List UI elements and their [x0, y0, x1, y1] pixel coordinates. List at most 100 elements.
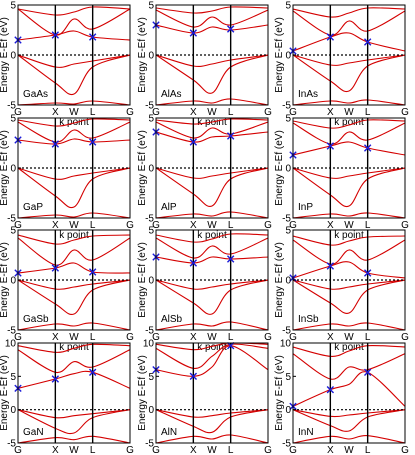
- band-line-4: [18, 30, 130, 41]
- band-line-5: [293, 239, 405, 265]
- material-label: AlN: [161, 427, 177, 438]
- band-line-3: [156, 279, 268, 290]
- x-tick-label: X: [52, 107, 59, 118]
- x-tick-label: W: [207, 332, 217, 343]
- band-line-3: [18, 279, 130, 290]
- band-edge-marker: [88, 268, 97, 276]
- band-line-6: [156, 233, 268, 243]
- band-line-1: [18, 435, 130, 443]
- x-tick-label: G: [126, 220, 134, 231]
- bands: [293, 7, 405, 105]
- band-line-6: [18, 234, 130, 245]
- x-tick-label: G: [289, 107, 297, 118]
- material-label: InN: [298, 427, 314, 438]
- band-line-2: [293, 409, 405, 432]
- band-line-6: [293, 235, 405, 246]
- band-line-3: [293, 54, 405, 66]
- band-edge-marker: [51, 31, 60, 39]
- band-line-6: [293, 7, 405, 18]
- y-tick-label: 5: [10, 226, 16, 237]
- y-tick-label: -5: [145, 439, 154, 450]
- bands: [293, 344, 405, 443]
- band-line-1: [18, 212, 130, 218]
- band-line-4: [156, 256, 268, 264]
- x-tick-label: X: [52, 332, 59, 343]
- y-tick-label: 5: [148, 372, 154, 383]
- band-line-5: [293, 10, 405, 36]
- x-tick-label: W: [207, 107, 217, 118]
- band-line-4: [293, 141, 405, 156]
- y-tick-label: 0: [285, 51, 291, 62]
- band-line-4: [156, 131, 268, 143]
- band-line-2: [18, 409, 130, 435]
- band-line-4: [18, 262, 130, 274]
- x-axis-label: k point: [59, 230, 89, 241]
- x-tick-label: L: [228, 445, 234, 455]
- y-axis-label: Energy E-Ef (eV): [274, 242, 285, 318]
- x-axis-label: k point: [334, 342, 364, 353]
- band-edge-marker: [51, 375, 60, 383]
- x-tick-label: W: [69, 445, 79, 455]
- y-axis-label: Energy E-Ef (eV): [0, 355, 10, 431]
- y-axis-label: Energy E-Ef (eV): [0, 130, 10, 206]
- x-tick-label: G: [152, 220, 160, 231]
- bands: [293, 119, 405, 218]
- x-tick-label: G: [14, 445, 22, 455]
- x-tick-label: X: [327, 220, 334, 231]
- band-edge-marker: [189, 29, 198, 37]
- y-axis-label: Energy E-Ef (eV): [274, 17, 285, 93]
- y-tick-label: 5: [285, 372, 291, 383]
- x-tick-label: L: [90, 220, 96, 231]
- x-tick-label: W: [344, 107, 354, 118]
- band-line-6: [156, 6, 268, 14]
- x-tick-label: X: [190, 107, 197, 118]
- x-tick-label: W: [69, 332, 79, 343]
- x-tick-label: G: [152, 445, 160, 455]
- y-tick-label: 0: [10, 164, 16, 175]
- band-edge-marker: [363, 38, 372, 46]
- band-edge-marker: [189, 138, 198, 146]
- band-line-3: [156, 409, 268, 418]
- x-tick-label: G: [264, 220, 272, 231]
- band-line-5: [18, 237, 130, 266]
- x-tick-label: G: [126, 332, 134, 343]
- y-tick-label: -5: [145, 101, 154, 112]
- bands: [156, 343, 268, 443]
- band-line-1: [156, 434, 268, 443]
- x-tick-label: L: [90, 332, 96, 343]
- band-line-4: [156, 345, 268, 377]
- band-edge-marker: [326, 262, 335, 270]
- band-line-1: [156, 321, 268, 330]
- material-label: InAs: [298, 89, 318, 100]
- band-line-6: [293, 344, 405, 357]
- x-tick-label: G: [14, 220, 22, 231]
- band-line-4: [293, 32, 405, 52]
- y-tick-label: 0: [285, 164, 291, 175]
- x-tick-label: L: [228, 220, 234, 231]
- band-line-5: [156, 237, 268, 259]
- y-axis-label: Energy E-Ef (eV): [137, 355, 148, 431]
- y-tick-label: 5: [285, 1, 291, 12]
- x-axis-label: k point: [197, 342, 227, 353]
- band-line-2: [156, 279, 268, 315]
- x-tick-label: G: [264, 445, 272, 455]
- band-line-1: [293, 212, 405, 218]
- band-line-2: [18, 54, 130, 96]
- plot-frame: [292, 342, 406, 444]
- x-tick-label: X: [52, 445, 59, 455]
- y-tick-label: 5: [10, 1, 16, 12]
- y-tick-label: 5: [148, 1, 154, 12]
- material-label: AlP: [161, 202, 177, 213]
- x-tick-label: W: [344, 220, 354, 231]
- y-tick-label: 0: [148, 51, 154, 62]
- band-line-5: [156, 121, 268, 139]
- y-tick-label: 0: [10, 51, 16, 62]
- y-axis-label: Energy E-Ef (eV): [274, 355, 285, 431]
- material-label: AlSb: [161, 314, 183, 325]
